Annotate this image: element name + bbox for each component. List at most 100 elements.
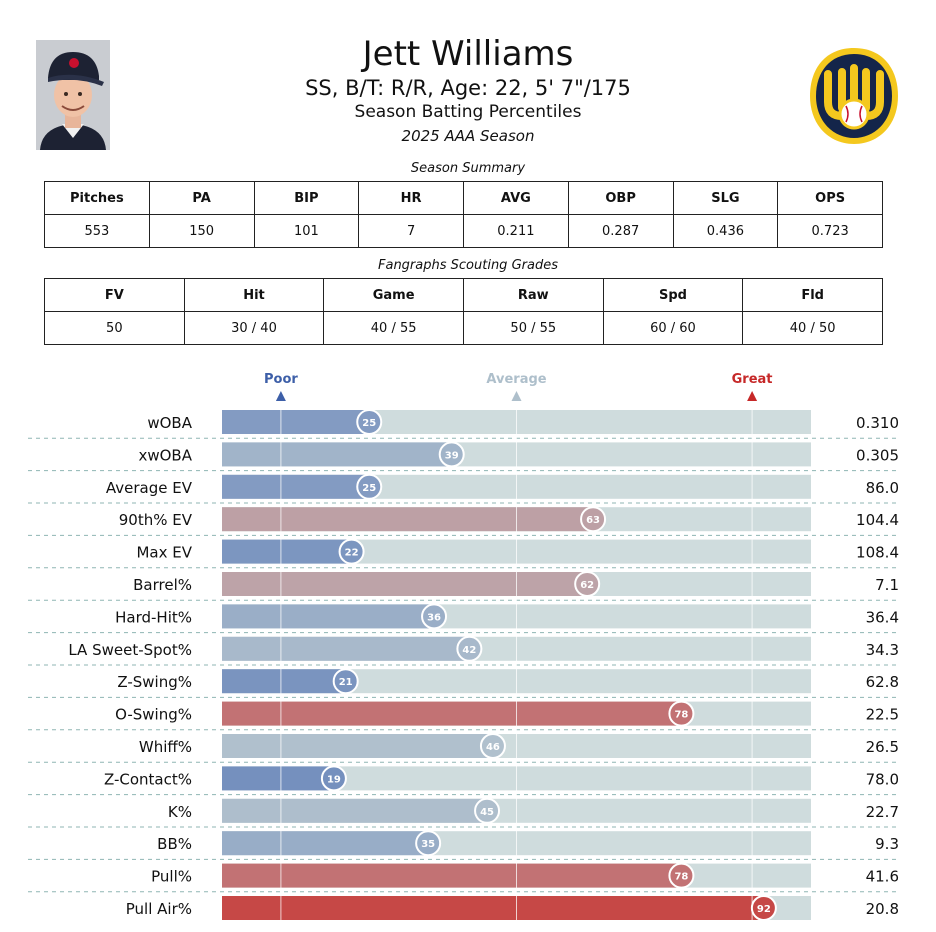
metric-label: Max EV <box>136 544 192 562</box>
metric-label: Hard-Hit% <box>115 608 192 626</box>
percentile-bar <box>222 863 682 888</box>
metric-label: O-Swing% <box>115 706 192 724</box>
percentile-label: 62 <box>580 580 594 591</box>
percentile-bubble <box>438 441 465 468</box>
metric-value: 22.5 <box>866 706 899 724</box>
percentile-bar <box>222 831 429 856</box>
percentile-label: 21 <box>339 677 353 688</box>
table-header-cell: AVG <box>463 181 569 215</box>
percentile-bubble <box>474 797 501 824</box>
season-summary-table: Pitches PA BIP HR AVG OBP SLG OPS 553 15… <box>44 181 883 248</box>
table-header-cell: BIP <box>253 181 360 215</box>
metric-value: 22.7 <box>866 803 899 821</box>
table-cell: 0.211 <box>463 214 569 248</box>
percentile-bubble <box>421 603 448 630</box>
percentile-bar <box>222 572 588 596</box>
table-cell: 101 <box>253 214 360 248</box>
percentile-label: 46 <box>486 742 500 753</box>
scouting-caption: Fangraphs Scouting Grades <box>378 258 558 273</box>
metric-value: 26.5 <box>866 738 899 756</box>
scale-marker-average-icon <box>511 391 522 401</box>
table-cell: 0.436 <box>672 214 779 248</box>
percentile-label: 25 <box>362 483 376 494</box>
percentile-bar <box>222 410 370 434</box>
metric-label: Pull Air% <box>126 900 192 918</box>
percentile-bar <box>222 507 594 532</box>
metric-value: 20.8 <box>866 900 899 918</box>
table-cell: 40 / 55 <box>323 311 464 345</box>
table-header-cell: Raw <box>462 278 604 312</box>
metric-value: 7.1 <box>875 576 899 594</box>
percentile-bar <box>222 766 334 791</box>
percentile-bubble <box>574 571 601 597</box>
percentile-bubble <box>750 895 777 921</box>
percentile-label: 63 <box>586 515 600 526</box>
percentile-label: 78 <box>674 710 688 721</box>
percentile-bar <box>222 474 370 499</box>
metric-value: 0.310 <box>856 414 899 432</box>
percentile-bar <box>222 701 682 726</box>
percentile-label: 42 <box>462 645 476 656</box>
percentile-label: 39 <box>445 450 459 461</box>
percentile-bubble <box>456 635 483 662</box>
metric-label: LA Sweet-Spot% <box>68 641 192 659</box>
table-header-cell: SLG <box>672 181 779 215</box>
metric-label: Z-Contact% <box>104 770 192 788</box>
metric-value: 62.8 <box>866 673 899 691</box>
table-header-cell: Pitches <box>44 181 150 215</box>
percentile-bubble <box>356 409 383 435</box>
metric-value: 0.305 <box>856 446 899 464</box>
scale-label-average: Average <box>486 372 546 387</box>
percentile-bubble <box>668 700 695 727</box>
percentile-bar <box>222 734 493 758</box>
table-cell: 150 <box>148 214 255 248</box>
table-header-cell: OPS <box>777 181 883 215</box>
metric-label: K% <box>168 803 192 821</box>
metric-label: Whiff% <box>139 738 192 756</box>
table-cell: 50 <box>44 311 185 345</box>
percentile-chart: Poor Average Great wOBA 0.310 xwOBA 0.305 Avera… <box>28 372 900 921</box>
metric-label: 90th% EV <box>119 511 193 529</box>
percentile-bubble <box>580 506 607 533</box>
metric-label: Average EV <box>106 479 193 497</box>
table-cell: 0.723 <box>777 214 883 248</box>
summary-caption: Season Summary <box>410 161 526 176</box>
metric-value: 34.3 <box>866 641 899 659</box>
percentile-bubble <box>332 668 359 695</box>
percentile-bar <box>222 669 346 694</box>
player-headshot <box>36 40 110 150</box>
percentile-label: 25 <box>362 418 376 429</box>
table-header-row: FV Hit Game Raw Spd Fld <box>44 278 883 312</box>
percentile-label: 45 <box>480 807 494 818</box>
metric-label: BB% <box>157 835 192 853</box>
percentile-bubble <box>356 473 383 500</box>
percentile-bar <box>222 636 470 661</box>
scale-label-great: Great <box>732 372 773 387</box>
percentile-bubble <box>320 765 347 792</box>
table-header-cell: Spd <box>602 278 744 312</box>
table-cell: 40 / 50 <box>742 311 883 345</box>
percentile-bar <box>222 442 452 467</box>
table-header-row: Pitches PA BIP HR AVG OBP SLG OPS <box>44 181 883 215</box>
scouting-grades-table: FV Hit Game Raw Spd Fld 50 30 / 40 40 / … <box>44 278 883 345</box>
scale-marker-great-icon <box>747 391 758 401</box>
metric-value: 104.4 <box>856 511 899 529</box>
page-subtitle: Season Batting Percentiles <box>354 102 582 122</box>
season-label: 2025 AAA Season <box>401 127 535 145</box>
percentile-label: 35 <box>421 839 435 850</box>
percentile-label: 22 <box>345 548 359 559</box>
table-cell: 50 / 55 <box>462 311 604 345</box>
table-cell: 0.287 <box>567 214 674 248</box>
metric-value: 9.3 <box>875 835 899 853</box>
percentile-label: 78 <box>674 872 688 883</box>
percentile-bubble <box>668 862 695 889</box>
table-header-cell: FV <box>44 278 185 312</box>
scale-marker-poor-icon <box>275 391 286 401</box>
table-row: 553 150 101 7 0.211 0.287 0.436 0.723 <box>44 214 883 248</box>
scale-label-poor: Poor <box>264 372 298 387</box>
percentile-bar <box>222 604 435 629</box>
metric-label: Barrel% <box>133 576 192 594</box>
table-header-cell: HR <box>358 181 464 215</box>
player-name: Jett Williams <box>362 34 574 74</box>
metric-value: 41.6 <box>866 868 899 886</box>
